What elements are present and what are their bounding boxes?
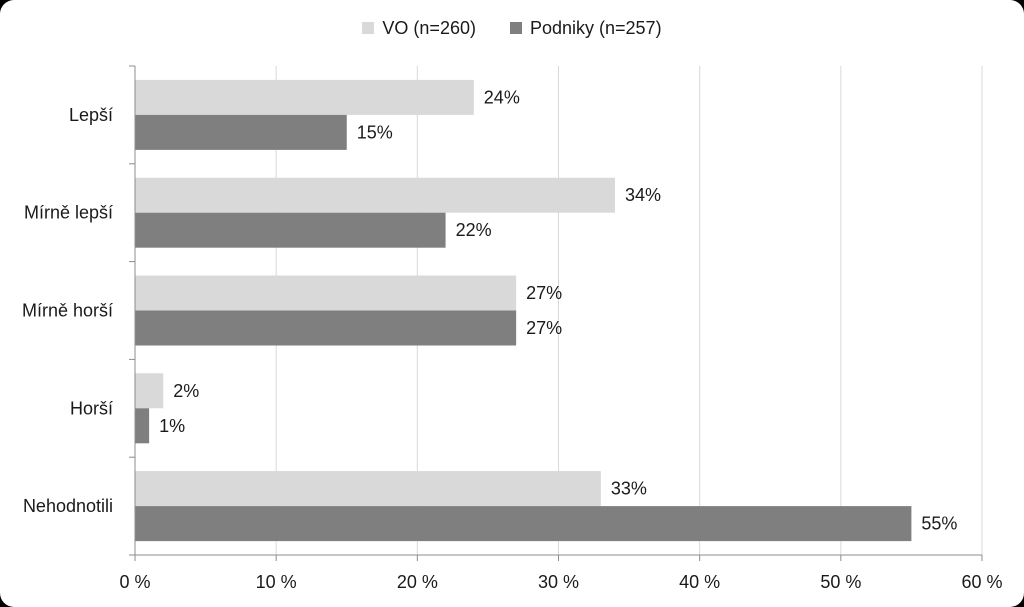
x-tick-label-60: 60 %: [961, 572, 1002, 592]
bar-podniky: [135, 408, 150, 444]
bar-vo: [135, 177, 615, 213]
legend-label-vo: VO (n=260): [382, 17, 476, 38]
x-tick-label-30: 30 %: [538, 572, 579, 592]
bar-podniky: [135, 212, 446, 248]
data-label-podniky: 55%: [921, 514, 957, 534]
legend-label-podniky: Podniky (n=257): [529, 17, 662, 38]
x-tick-label-50: 50 %: [820, 572, 861, 592]
data-label-podniky: 15%: [357, 122, 393, 142]
x-tick-label-20: 20 %: [397, 572, 438, 592]
legend-item-vo: VO (n=260): [362, 16, 476, 40]
bar-podniky: [135, 310, 517, 346]
x-tick-label-0: 0 %: [119, 572, 150, 592]
data-label-vo: 24%: [484, 87, 520, 107]
bar-vo: [135, 471, 601, 507]
data-label-podniky: 22%: [456, 220, 492, 240]
category-label: Horší: [70, 398, 113, 418]
bar-podniky: [135, 114, 347, 150]
category-label: Mírně horší: [22, 301, 113, 321]
data-label-podniky: 27%: [526, 318, 562, 338]
category-label: Mírně lepší: [24, 203, 113, 223]
x-tick-label-40: 40 %: [679, 572, 720, 592]
category-label: Nehodnotili: [23, 496, 113, 516]
bar-podniky: [135, 506, 912, 542]
data-label-vo: 2%: [173, 381, 199, 401]
bar-vo: [135, 79, 474, 115]
legend: VO (n=260) Podniky (n=257): [0, 16, 1024, 40]
legend-swatch-podniky: [509, 22, 522, 34]
legend-swatch-vo: [362, 22, 375, 34]
data-label-vo: 27%: [526, 283, 562, 303]
x-tick-label-10: 10 %: [256, 572, 297, 592]
data-label-vo: 34%: [625, 185, 661, 205]
data-label-vo: 33%: [611, 479, 647, 499]
legend-item-podniky: Podniky (n=257): [509, 16, 662, 40]
category-label: Lepší: [69, 105, 113, 125]
data-label-podniky: 1%: [159, 416, 185, 436]
bar-vo: [135, 275, 517, 311]
bar-vo: [135, 373, 164, 409]
